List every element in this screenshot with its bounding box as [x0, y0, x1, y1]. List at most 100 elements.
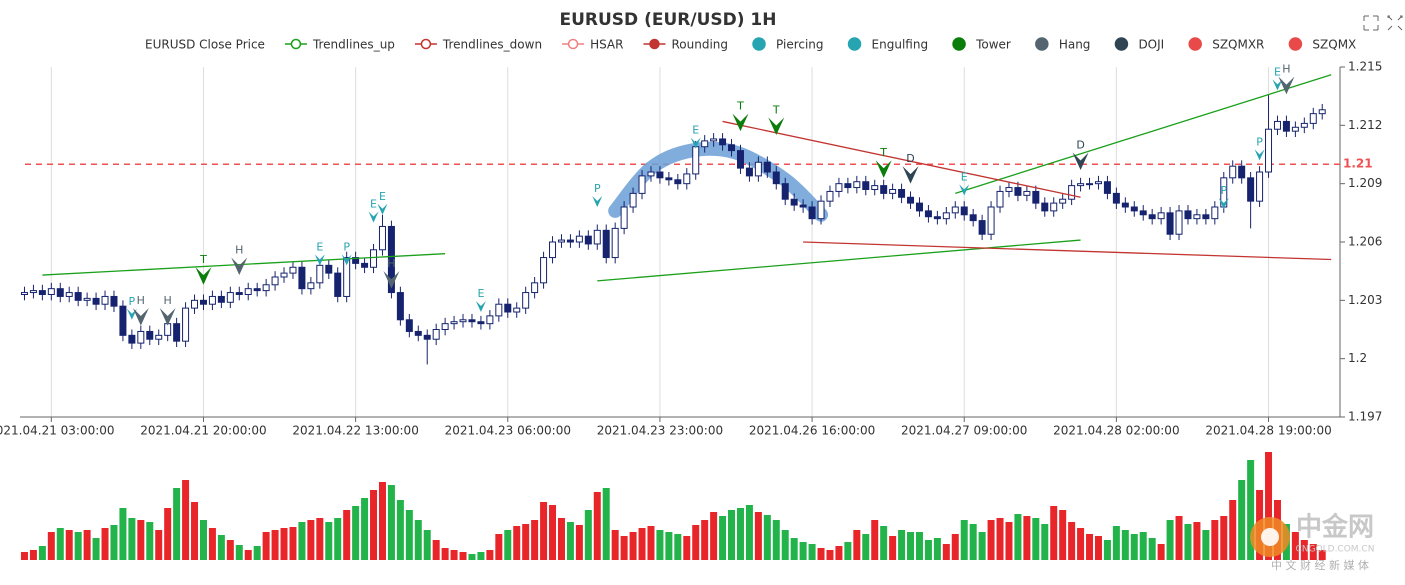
volume-bar	[1175, 516, 1183, 560]
volume-bar	[307, 520, 315, 560]
candle-body	[182, 307, 190, 342]
legend-icon	[420, 38, 432, 50]
candle-body	[736, 150, 744, 169]
candle-body	[1130, 206, 1138, 212]
legend-label: Hang	[1059, 38, 1091, 52]
volume-bar	[924, 540, 932, 560]
volume-bar	[862, 534, 870, 560]
candle-body	[1184, 210, 1192, 220]
candle-body	[1112, 192, 1120, 204]
candle-body	[808, 206, 816, 220]
volume-bar	[182, 480, 190, 560]
candle-body	[289, 266, 297, 274]
candle-body	[620, 206, 628, 229]
volume-bar	[495, 534, 503, 560]
legend-icon	[1288, 37, 1303, 51]
volume-bar	[325, 522, 333, 560]
toolbox[interactable]	[1363, 15, 1403, 31]
volume-bar	[441, 548, 449, 560]
plot-area: 2021.04.21 03:00:00 2021.04.21 20:00:00 20…	[0, 60, 1382, 560]
restore-icon[interactable]	[1387, 15, 1403, 31]
candle-body	[396, 292, 404, 321]
candle-body	[405, 319, 413, 332]
signal-marker	[368, 211, 379, 223]
volume-bar	[450, 550, 458, 560]
candle-body	[719, 138, 727, 146]
volume-bar	[289, 527, 297, 560]
candle-body	[799, 204, 807, 208]
candle-body	[199, 299, 207, 305]
candle-body	[1023, 190, 1031, 196]
volume-bar	[486, 550, 494, 560]
signal-label: H	[1282, 63, 1290, 76]
candle-body	[826, 190, 834, 202]
signal-label: P	[129, 295, 136, 308]
candle-body	[1309, 113, 1317, 124]
candle-body	[29, 290, 37, 294]
volume-bar	[1309, 544, 1317, 560]
volume-bar	[808, 544, 816, 560]
volume-bar	[907, 532, 915, 560]
volume-bar	[745, 505, 753, 560]
signal-marker	[195, 267, 212, 285]
candle-body	[1247, 177, 1255, 202]
candle-body	[468, 319, 476, 323]
signal-marker	[231, 257, 248, 276]
candle-body	[522, 292, 530, 309]
volume-bar	[1166, 520, 1174, 560]
volume-bar	[361, 498, 369, 560]
legend: EURUSD Close Price Trendlines_up Trendline…	[145, 37, 1356, 52]
signal-label: T	[879, 146, 887, 159]
candle-body	[862, 181, 870, 191]
volume-bar	[826, 550, 834, 560]
volume-bar	[549, 505, 557, 560]
volume-bar	[1041, 524, 1049, 560]
candle-body	[343, 257, 351, 297]
candle-body	[611, 227, 619, 259]
volume-bar	[504, 530, 512, 560]
candle-body	[763, 161, 771, 173]
trendline	[803, 241, 1332, 261]
candle-body	[1211, 206, 1219, 220]
candle-body	[253, 288, 261, 292]
volume-bar	[1184, 524, 1192, 560]
candle-body	[38, 290, 46, 296]
volume-bar	[208, 528, 216, 560]
signal-label: T	[772, 103, 780, 116]
volume-bar	[575, 525, 583, 560]
candle-body	[951, 206, 959, 214]
candle-body	[208, 295, 216, 305]
candle-body	[638, 175, 646, 194]
volume-bar	[468, 554, 476, 560]
candle-body	[1166, 212, 1174, 235]
legend-item: Piercing	[752, 37, 824, 52]
signal-marker	[1072, 152, 1089, 171]
candle-body	[665, 177, 673, 181]
rounding-arc	[608, 141, 829, 222]
signal-label: H	[164, 294, 172, 307]
volume-bar	[414, 520, 422, 560]
volume-bar	[844, 542, 852, 560]
volume-bar	[1291, 532, 1299, 560]
signal-label: H	[137, 294, 145, 307]
signal-label: E	[379, 190, 386, 203]
chart-title: EURUSD (EUR/USD) 1H	[560, 10, 777, 30]
volume-bar	[835, 546, 843, 560]
candle-body	[781, 183, 789, 200]
x-tick-label: 2021.04.21 03:00:00	[0, 424, 115, 438]
zoom-icon[interactable]	[1363, 15, 1379, 31]
mark-line-label: 1.21	[1343, 157, 1373, 171]
candle-body	[701, 140, 709, 148]
volume-bar	[235, 545, 243, 560]
candle-body	[20, 292, 28, 295]
volume-bar	[611, 530, 619, 560]
candle-body	[1094, 181, 1102, 185]
candle-body	[1318, 109, 1326, 115]
candle-body	[1086, 183, 1094, 186]
volume-bar	[477, 552, 485, 560]
legend-icon	[952, 37, 966, 51]
volume-bar	[74, 532, 82, 560]
candle-body	[1193, 214, 1201, 220]
volume-bar	[871, 520, 879, 560]
